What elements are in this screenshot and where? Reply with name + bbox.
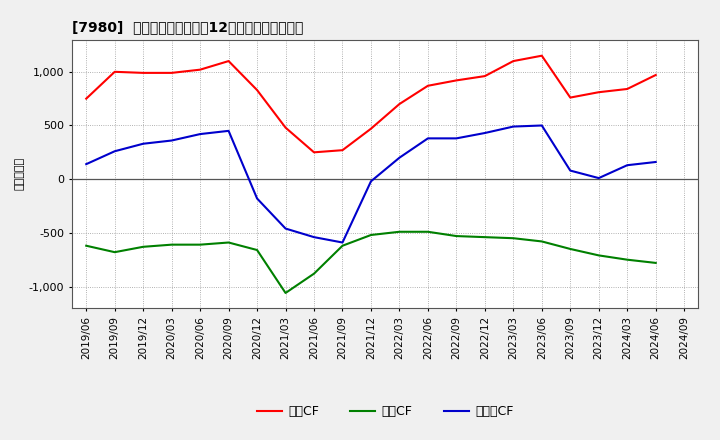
フリーCF: [110, 149, 119, 154]
投資CF: [395, 229, 404, 235]
営業CF: [537, 53, 546, 59]
フリーCF: [652, 159, 660, 165]
投資CF: [623, 257, 631, 262]
投資CF: [423, 229, 432, 235]
投資CF: [282, 290, 290, 296]
投資CF: [480, 235, 489, 240]
フリーCF: [82, 161, 91, 167]
投資CF: [82, 243, 91, 248]
営業CF: [423, 83, 432, 88]
投資CF: [139, 244, 148, 249]
営業CF: [310, 150, 318, 155]
フリーCF: [509, 124, 518, 129]
Line: 営業CF: 営業CF: [86, 56, 656, 152]
フリーCF: [423, 136, 432, 141]
投資CF: [338, 243, 347, 248]
フリーCF: [338, 240, 347, 245]
営業CF: [225, 59, 233, 64]
Y-axis label: （百万円）: （百万円）: [14, 157, 24, 191]
フリーCF: [196, 132, 204, 137]
フリーCF: [167, 138, 176, 143]
営業CF: [623, 86, 631, 92]
投資CF: [225, 240, 233, 245]
営業CF: [253, 88, 261, 93]
営業CF: [82, 96, 91, 101]
フリーCF: [395, 155, 404, 160]
投資CF: [110, 249, 119, 255]
営業CF: [282, 125, 290, 130]
フリーCF: [139, 141, 148, 147]
フリーCF: [225, 128, 233, 133]
営業CF: [595, 90, 603, 95]
Legend: 営業CF, 投資CF, フリーCF: 営業CF, 投資CF, フリーCF: [252, 400, 518, 423]
投資CF: [253, 247, 261, 253]
投資CF: [537, 239, 546, 244]
営業CF: [509, 59, 518, 64]
投資CF: [652, 260, 660, 266]
投資CF: [566, 246, 575, 252]
営業CF: [167, 70, 176, 76]
フリーCF: [623, 162, 631, 168]
フリーCF: [452, 136, 461, 141]
営業CF: [566, 95, 575, 100]
営業CF: [196, 67, 204, 72]
営業CF: [652, 73, 660, 78]
投資CF: [595, 253, 603, 258]
Text: [7980]  キャッシュフローの12か月移動合計の推移: [7980] キャッシュフローの12か月移動合計の推移: [72, 20, 303, 34]
投資CF: [366, 232, 375, 238]
投資CF: [452, 234, 461, 239]
フリーCF: [566, 168, 575, 173]
フリーCF: [480, 130, 489, 136]
投資CF: [509, 235, 518, 241]
営業CF: [480, 73, 489, 79]
フリーCF: [282, 226, 290, 231]
投資CF: [167, 242, 176, 247]
営業CF: [110, 69, 119, 74]
フリーCF: [537, 123, 546, 128]
営業CF: [452, 78, 461, 83]
フリーCF: [595, 176, 603, 181]
フリーCF: [310, 235, 318, 240]
Line: フリーCF: フリーCF: [86, 125, 656, 242]
投資CF: [196, 242, 204, 247]
投資CF: [310, 271, 318, 276]
営業CF: [139, 70, 148, 76]
Line: 投資CF: 投資CF: [86, 232, 656, 293]
フリーCF: [366, 179, 375, 184]
営業CF: [395, 101, 404, 106]
営業CF: [366, 126, 375, 132]
フリーCF: [253, 196, 261, 201]
営業CF: [338, 147, 347, 153]
